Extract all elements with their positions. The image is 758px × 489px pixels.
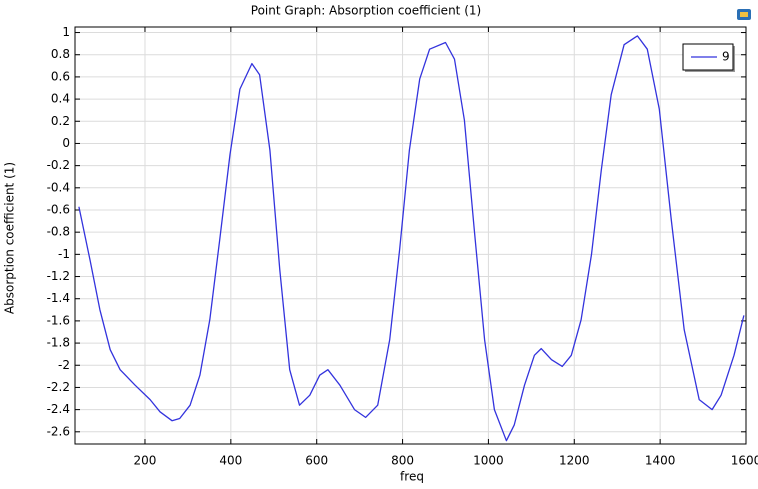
plot-frame — [74, 26, 747, 445]
y-axis-label: Absorption coefficient (1) — [3, 162, 17, 314]
toolbar-icon[interactable] — [737, 9, 751, 20]
x-tick-label: 1200 — [559, 454, 590, 468]
x-tick-label: 1600 — [731, 454, 758, 468]
y-tick-label: 1 — [62, 25, 70, 39]
y-tick-label: 0 — [62, 136, 70, 150]
chart-title: Point Graph: Absorption coefficient (1) — [251, 4, 481, 18]
y-tick-label: -2.2 — [47, 380, 70, 394]
y-tick-label: -2.6 — [47, 424, 70, 438]
y-tick-label: -1 — [58, 247, 70, 261]
y-tick-label: 0.8 — [51, 47, 70, 61]
icon-inner — [740, 12, 748, 17]
series-line — [78, 35, 745, 442]
y-tick-label: -1.8 — [47, 336, 70, 350]
x-tick-label: 200 — [134, 454, 157, 468]
x-tick-label: 600 — [305, 454, 328, 468]
x-tick-label: 1000 — [473, 454, 504, 468]
x-tick-label: 400 — [219, 454, 242, 468]
x-axis-label: freq — [400, 470, 424, 484]
y-tick-label: -1.4 — [47, 291, 70, 305]
y-tick-label: -1.6 — [47, 313, 70, 327]
y-tick-label: 0.6 — [51, 69, 70, 83]
y-tick-label: 0.2 — [51, 114, 70, 128]
x-tick-label: 1400 — [645, 454, 676, 468]
y-tick-label: -0.6 — [47, 202, 70, 216]
y-tick-label: -0.8 — [47, 225, 70, 239]
y-tick-label: -0.2 — [47, 158, 70, 172]
legend-label: 9 — [722, 50, 730, 64]
x-tick-label: 800 — [391, 454, 414, 468]
legend-box — [682, 43, 734, 71]
y-tick-label: -2 — [58, 358, 70, 372]
y-tick-label: -0.4 — [47, 180, 70, 194]
y-tick-label: -1.2 — [47, 269, 70, 283]
y-tick-label: -2.4 — [47, 402, 70, 416]
y-tick-label: 0.4 — [51, 92, 70, 106]
